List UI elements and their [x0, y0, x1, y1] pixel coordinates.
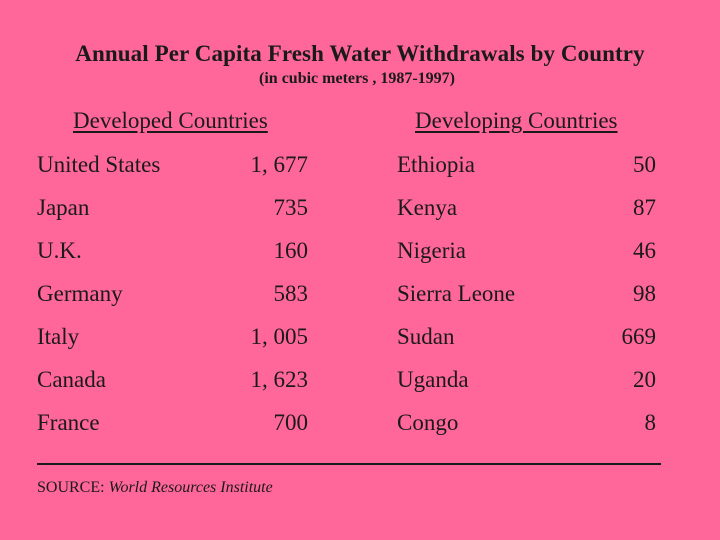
developed-country-name: Japan [37, 195, 90, 220]
developing-country-name: Kenya [397, 195, 458, 220]
developing-country-value: 20 [633, 367, 656, 392]
developing-country-name: Congo [397, 410, 459, 435]
source-divider [37, 463, 661, 465]
developing-country-name: Sierra Leone [397, 281, 516, 306]
developing-country-value: 50 [633, 152, 656, 177]
developed-country-value: 700 [273, 410, 309, 435]
source-note: SOURCE: World Resources Institute [37, 479, 273, 497]
table-row: Japan 735 Kenya 87 [0, 195, 720, 225]
source-organization: World Resources Institute [108, 479, 273, 496]
table-row: France 700 Congo 8 [0, 410, 720, 440]
developing-country-value: 8 [644, 410, 657, 435]
source-label: SOURCE: [37, 479, 105, 496]
developed-country-value: 160 [273, 238, 309, 263]
developed-country-value: 1, 005 [250, 324, 309, 349]
developed-country-name: U.K. [37, 238, 82, 263]
table-row: Canada 1, 623 Uganda 20 [0, 367, 720, 397]
developing-country-value: 669 [621, 324, 657, 349]
developed-country-name: Canada [37, 367, 106, 392]
developing-country-name: Sudan [397, 324, 455, 349]
developed-country-name: France [37, 410, 100, 435]
developed-country-value: 1, 677 [250, 152, 309, 177]
subtitle-text: (in cubic meters , 1987-1997) [259, 70, 455, 87]
developing-country-value: 98 [633, 281, 656, 306]
developed-country-name: Germany [37, 281, 123, 306]
table-row: Germany 583 Sierra Leone 98 [0, 281, 720, 311]
developed-country-value: 1, 623 [250, 367, 309, 392]
page-title: Annual Per Capita Fresh Water Withdrawal… [75, 41, 645, 66]
developing-country-value: 46 [633, 238, 656, 263]
developing-country-name: Nigeria [397, 238, 466, 263]
subtitle: (in cubic meters , 1987-1997) [0, 70, 720, 88]
developed-country-value: 735 [273, 195, 309, 220]
developed-country-name: United States [37, 152, 161, 177]
developed-country-value: 583 [273, 281, 309, 306]
developing-country-value: 87 [633, 195, 656, 220]
table-row: Italy 1, 005 Sudan 669 [0, 324, 720, 354]
table-row: United States 1, 677 Ethiopia 50 [0, 152, 720, 182]
developing-country-name: Uganda [397, 367, 469, 392]
developed-country-name: Italy [37, 324, 80, 349]
developing-countries-header: Developing Countries [415, 108, 618, 133]
table-row: U.K. 160 Nigeria 46 [0, 238, 720, 268]
developing-country-name: Ethiopia [397, 152, 475, 177]
developed-countries-header: Developed Countries [73, 108, 268, 133]
